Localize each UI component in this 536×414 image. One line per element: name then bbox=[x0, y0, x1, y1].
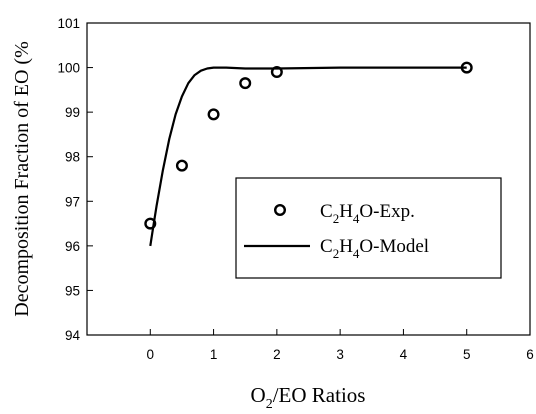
y-tick-label: 94 bbox=[65, 328, 81, 343]
legend-exp-label: C2H4O-Exp. bbox=[320, 201, 415, 226]
exp-data-point bbox=[460, 61, 473, 74]
plot-frame bbox=[86, 22, 531, 336]
exp-data-point bbox=[239, 77, 252, 90]
exp-data-point bbox=[144, 217, 157, 230]
exp-data-point bbox=[207, 108, 220, 121]
data-layer bbox=[144, 61, 473, 247]
y-tick-label: 98 bbox=[65, 150, 80, 165]
y-tick-label: 100 bbox=[57, 61, 80, 76]
x-tick-label: 3 bbox=[336, 347, 344, 362]
x-axis-title: O2/EO Ratios bbox=[251, 383, 366, 412]
y-tick-label: 101 bbox=[57, 16, 80, 31]
y-tick-label: 99 bbox=[65, 105, 80, 120]
x-tick-label: 1 bbox=[210, 347, 218, 362]
y-tick-label: 97 bbox=[65, 194, 80, 209]
x-tick-label: 6 bbox=[526, 347, 534, 362]
x-tick-label: 4 bbox=[400, 347, 408, 362]
exp-data-point bbox=[270, 66, 283, 79]
y-tick-label: 95 bbox=[65, 283, 80, 298]
legend-box bbox=[235, 177, 502, 279]
model-series-line bbox=[149, 66, 467, 247]
x-tick-label: 0 bbox=[147, 347, 155, 362]
legend-model-label: C2H4O-Model bbox=[320, 236, 429, 261]
x-tick-label: 5 bbox=[463, 347, 471, 362]
y-tick-label: 96 bbox=[65, 239, 80, 254]
x-tick-label: 2 bbox=[273, 347, 281, 362]
y-axis-title: Decomposition Fraction of EO (% bbox=[11, 41, 33, 317]
legend-exp-marker bbox=[274, 203, 287, 216]
exp-data-point bbox=[175, 159, 188, 172]
